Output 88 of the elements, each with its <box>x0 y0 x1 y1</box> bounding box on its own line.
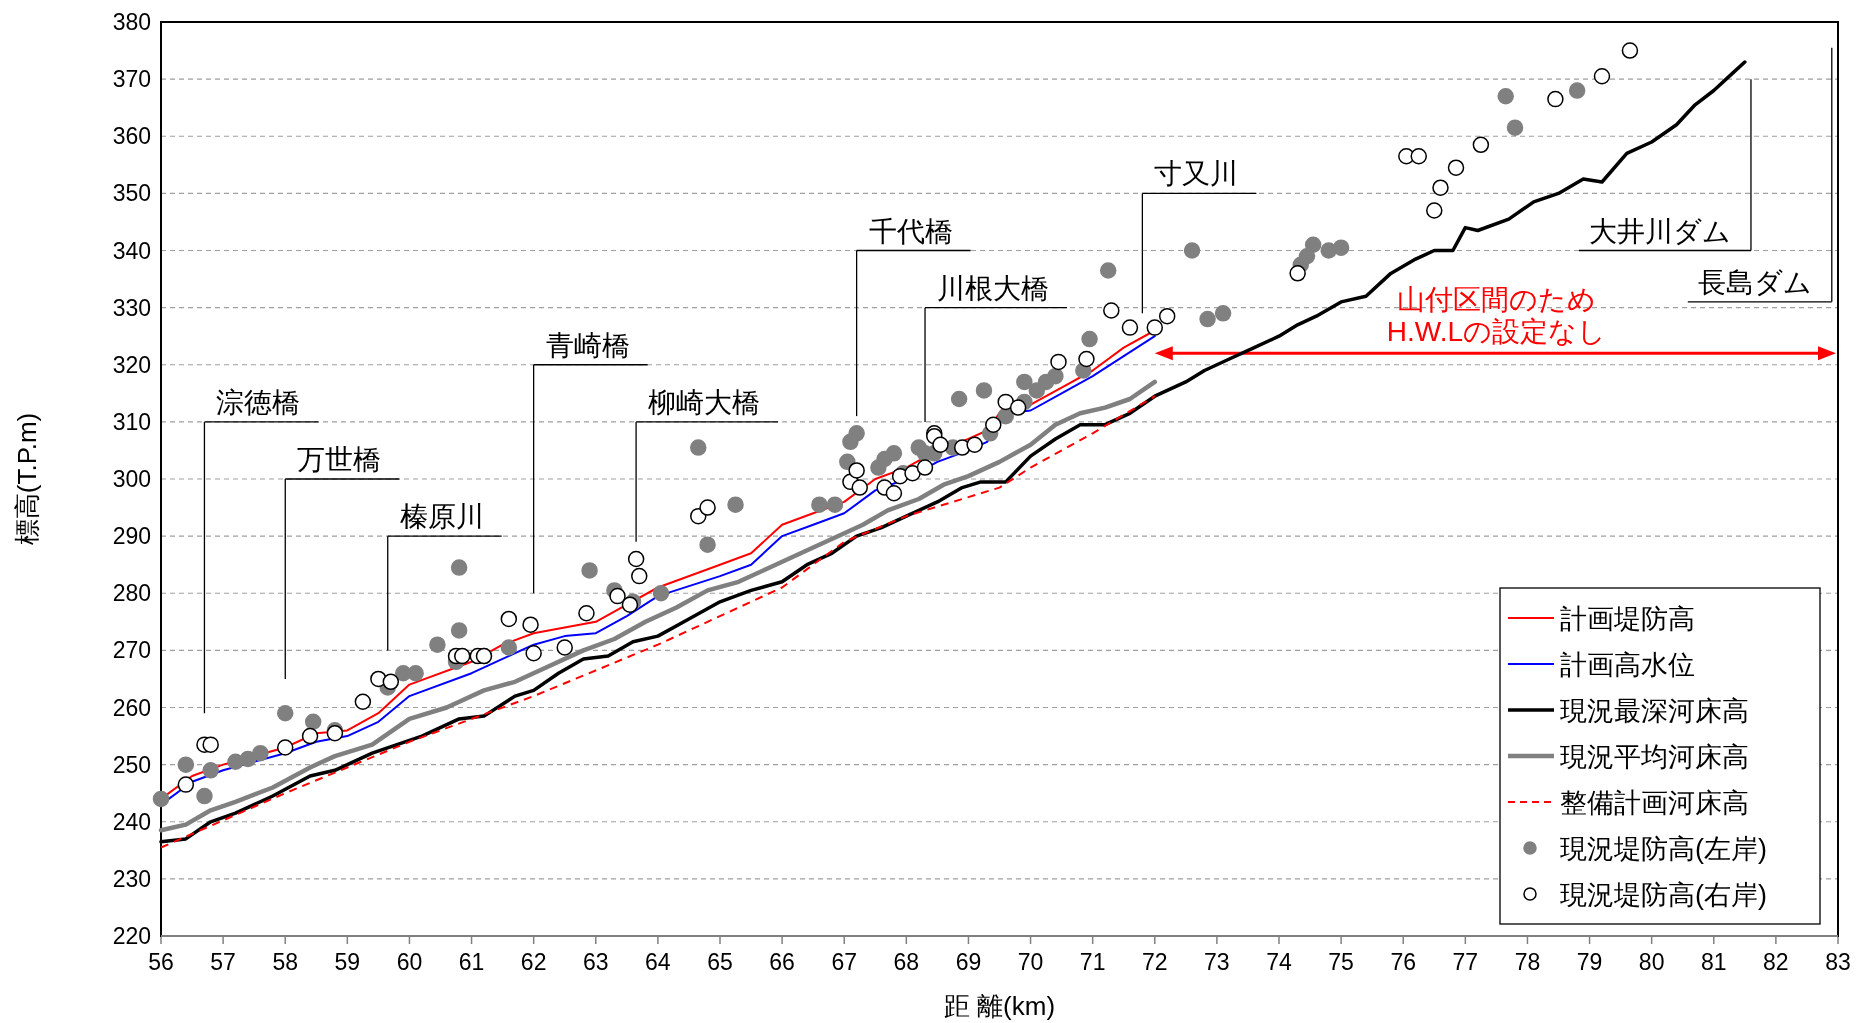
y-tick-label: 260 <box>112 694 151 721</box>
point <box>1146 319 1164 336</box>
point <box>1009 399 1027 416</box>
point <box>609 587 626 605</box>
point <box>932 436 949 453</box>
x-tick-label: 64 <box>645 949 671 975</box>
annotation: 川根大橋 <box>924 272 1068 423</box>
x-tick-label: 61 <box>458 949 485 975</box>
point <box>276 739 294 756</box>
x-tick-label: 78 <box>1514 949 1541 975</box>
x-tick-label: 71 <box>1079 949 1106 975</box>
y-tick-label: 280 <box>112 580 151 607</box>
point <box>202 736 219 753</box>
point <box>904 465 921 482</box>
x-tick-label: 75 <box>1328 949 1354 975</box>
point <box>382 673 400 691</box>
y-tick-label: 380 <box>112 9 151 35</box>
legend-label: 計画堤防高 <box>1560 604 1695 634</box>
x-axis-title: 距 離(km) <box>943 991 1056 1021</box>
annotation: 千代橋 <box>868 215 953 247</box>
x-tick-label: 80 <box>1638 949 1665 975</box>
x-tick-label: 76 <box>1390 949 1417 975</box>
point <box>916 459 934 476</box>
x-tick-label: 59 <box>334 949 361 975</box>
x-tick-label: 63 <box>582 949 609 975</box>
annotation: 榛原川 <box>399 501 484 533</box>
y-tick-label: 270 <box>112 637 151 664</box>
x-tick-label: 65 <box>707 949 733 975</box>
y-tick-label: 310 <box>112 408 151 435</box>
x-tick-label: 79 <box>1576 949 1603 975</box>
legend-label: 計画高水位 <box>1560 650 1695 680</box>
annotation: 寸又川 <box>1154 158 1239 190</box>
y-tick-label: 220 <box>112 923 151 949</box>
x-tick-label: 68 <box>893 949 920 975</box>
x-tick-label: 83 <box>1825 949 1851 975</box>
annotation: 淙徳橋 <box>216 386 301 418</box>
point <box>885 485 903 502</box>
x-tick-label: 77 <box>1452 949 1479 975</box>
x-tick-label: 73 <box>1204 949 1230 975</box>
y-tick-label: 320 <box>112 351 151 378</box>
x-tick-label: 66 <box>769 949 795 975</box>
annotation: 青崎橋 <box>545 329 630 361</box>
point <box>301 727 319 745</box>
point <box>966 436 983 453</box>
y-tick-label: 350 <box>112 180 151 207</box>
annotation: 寸又川 <box>1141 158 1258 314</box>
point <box>1078 350 1095 368</box>
point <box>453 647 471 665</box>
point <box>848 462 865 479</box>
point <box>985 416 1002 433</box>
x-tick-label: 82 <box>1763 949 1789 975</box>
y-tick-label: 330 <box>112 294 151 321</box>
y-axis-title: 標高(T.P.m) <box>12 412 42 546</box>
annotation: 万世橋 <box>297 444 382 475</box>
x-tick-label: 81 <box>1700 949 1727 975</box>
annotation: 大井川ダム <box>1588 215 1731 247</box>
x-tick-label: 56 <box>148 949 174 975</box>
y-tick-label: 370 <box>112 66 151 93</box>
point <box>177 776 195 793</box>
x-tick-label: 62 <box>520 949 547 975</box>
x-tick-label: 60 <box>396 949 423 975</box>
x-tick-label: 72 <box>1141 949 1168 975</box>
y-tick-label: 300 <box>112 466 151 492</box>
point <box>851 479 868 496</box>
x-tick-label: 69 <box>955 949 982 975</box>
y-tick-label: 250 <box>112 751 151 778</box>
y-tick-label: 290 <box>112 523 151 550</box>
x-tick-label: 57 <box>210 949 236 975</box>
y-tick-label: 230 <box>112 865 151 892</box>
legend-label: 現況堤防高(左岸) <box>1560 834 1767 864</box>
x-tick-label: 70 <box>1017 949 1044 975</box>
annotation: 柳崎大橋 <box>648 386 761 418</box>
x-tick-label: 58 <box>272 949 299 975</box>
x-tick-label: 67 <box>831 949 858 975</box>
x-tick-label: 74 <box>1266 949 1292 975</box>
point <box>997 393 1014 411</box>
y-tick-label: 360 <box>112 123 151 150</box>
legend-label: 整備計画河床高 <box>1560 788 1749 818</box>
legend-label: 現況平均河床高 <box>1560 742 1749 772</box>
point <box>1050 353 1067 371</box>
point <box>1289 265 1306 282</box>
y-tick-label: 340 <box>112 237 151 264</box>
y-tick-label: 240 <box>112 808 151 835</box>
annotation: 川根大橋 <box>937 272 1050 304</box>
legend-label: 現況堤防高(右岸) <box>1560 880 1767 910</box>
legend-label: 現況最深河床高 <box>1560 696 1749 726</box>
annotation: 大井川ダム <box>1578 78 1752 252</box>
annotation: 山付区間のため H.W.Lの設定なし <box>1386 284 1607 348</box>
